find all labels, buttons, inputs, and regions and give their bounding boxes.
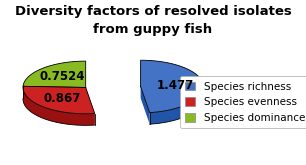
Text: 0.7524: 0.7524 [39, 70, 84, 83]
Polygon shape [150, 87, 203, 124]
Polygon shape [141, 87, 150, 124]
Text: 1.477: 1.477 [156, 79, 194, 92]
Polygon shape [141, 60, 203, 113]
Polygon shape [23, 87, 95, 125]
Polygon shape [23, 61, 86, 87]
Polygon shape [23, 86, 95, 114]
Polygon shape [23, 86, 86, 99]
Text: 0.867: 0.867 [44, 92, 81, 105]
Polygon shape [86, 87, 95, 125]
Text: Diversity factors of resolved isolates: Diversity factors of resolved isolates [15, 5, 291, 18]
Text: from guppy fish: from guppy fish [93, 23, 213, 36]
Polygon shape [23, 86, 86, 99]
Legend: Species richness, Species evenness, Species dominance: Species richness, Species evenness, Spec… [180, 76, 306, 128]
